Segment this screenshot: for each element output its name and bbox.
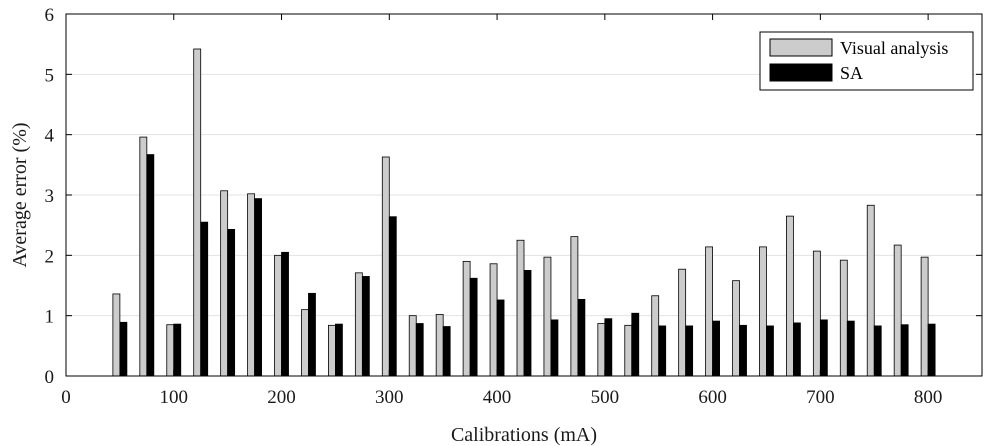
bar-sa	[685, 325, 694, 377]
bar-sa	[846, 320, 855, 377]
bar-sa	[550, 319, 559, 377]
y-tick-label: 6	[45, 5, 55, 26]
bar-visual-analysis	[489, 263, 498, 377]
bar-sa	[631, 312, 640, 377]
bar-sa	[335, 323, 343, 377]
bar-sa	[119, 321, 128, 377]
bar-visual-analysis	[812, 250, 821, 377]
bar-visual-analysis	[354, 272, 363, 377]
bar-visual-analysis	[543, 256, 552, 377]
x-tick-label: 200	[267, 387, 296, 408]
bar-visual-analysis	[220, 190, 229, 377]
bar-sa	[227, 228, 236, 377]
bar-sa	[577, 298, 586, 377]
bar-visual-analysis	[759, 246, 767, 377]
bar-sa	[793, 322, 801, 377]
bar-sa	[900, 324, 909, 377]
x-tick-label: 500	[591, 387, 620, 408]
x-tick-label: 0	[61, 387, 71, 408]
x-tick-label: 400	[483, 387, 512, 408]
bar-visual-analysis	[247, 193, 255, 377]
legend: Visual analysis SA	[759, 31, 974, 91]
y-axis-label: Average error (%)	[9, 122, 31, 267]
bar-visual-analysis	[408, 315, 417, 377]
y-tick-label: 3	[45, 186, 55, 207]
bar-sa	[927, 323, 936, 377]
bar-sa	[469, 277, 478, 377]
bar-sa	[200, 221, 209, 377]
bar-sa	[308, 292, 316, 377]
x-tick-label: 800	[914, 387, 943, 408]
legend-label-sa: SA	[840, 63, 863, 83]
bar-sa	[873, 325, 882, 377]
bar-visual-analysis	[839, 259, 848, 377]
bar-sa	[523, 270, 532, 377]
bar-sa	[173, 323, 182, 377]
bar-visual-analysis	[381, 156, 390, 377]
bar-visual-analysis	[651, 295, 660, 377]
bar-sa	[712, 320, 720, 377]
x-axis-label: Calibrations (mA)	[451, 424, 597, 446]
y-tick-label: 0	[45, 367, 55, 388]
axes	[65, 13, 983, 377]
bar-sa	[388, 216, 397, 377]
bar-sa	[415, 323, 424, 377]
legend-swatch-sa	[769, 63, 833, 82]
x-tick-label: 300	[375, 387, 404, 408]
bar-visual-analysis	[112, 293, 121, 377]
bar-visual-analysis	[435, 314, 444, 377]
bar-visual-analysis	[678, 268, 687, 377]
y-tick-label: 5	[45, 65, 55, 86]
bar-sa	[281, 251, 289, 377]
bar-sa	[604, 318, 613, 377]
y-tick-label: 4	[45, 126, 55, 147]
bar-visual-analysis	[705, 246, 713, 377]
x-tick-label: 100	[160, 387, 189, 408]
bars	[112, 48, 936, 377]
bar-visual-analysis	[166, 324, 175, 377]
y-tick-label: 2	[45, 246, 55, 267]
bar-visual-analysis	[597, 323, 606, 377]
legend-label-visual-analysis: Visual analysis	[840, 38, 948, 58]
legend-swatch-visual-analysis	[769, 38, 833, 57]
tick-labels: 0 100 200 300 400 500 600 700 800 0 1 2 3 4 5 6	[45, 5, 943, 408]
bar-sa	[146, 154, 155, 377]
bar-visual-analysis	[139, 136, 148, 377]
bar-visual-analysis	[920, 256, 929, 377]
bar-visual-analysis	[893, 244, 902, 377]
bar-sa	[819, 319, 828, 377]
bar-sa	[496, 299, 505, 377]
bar-sa	[658, 325, 667, 377]
bar-sa	[442, 326, 451, 377]
y-tick-label: 1	[45, 307, 55, 328]
bar-visual-analysis	[301, 309, 309, 377]
bar-visual-analysis	[786, 215, 794, 377]
x-tick-label: 700	[806, 387, 835, 408]
bar-sa	[361, 276, 370, 377]
bar-visual-analysis	[624, 324, 633, 377]
bar-sa	[254, 198, 262, 377]
bar-visual-analysis	[570, 236, 579, 377]
bar-sa	[739, 324, 747, 377]
bar-visual-analysis	[274, 254, 282, 377]
bar-visual-analysis	[732, 280, 740, 377]
bar-sa	[766, 325, 774, 377]
x-tick-label: 600	[698, 387, 727, 408]
bar-visual-analysis	[462, 260, 471, 377]
bar-visual-analysis	[328, 324, 336, 377]
bar-visual-analysis	[193, 48, 202, 377]
bar-visual-analysis	[516, 239, 525, 377]
bar-visual-analysis	[866, 204, 875, 377]
